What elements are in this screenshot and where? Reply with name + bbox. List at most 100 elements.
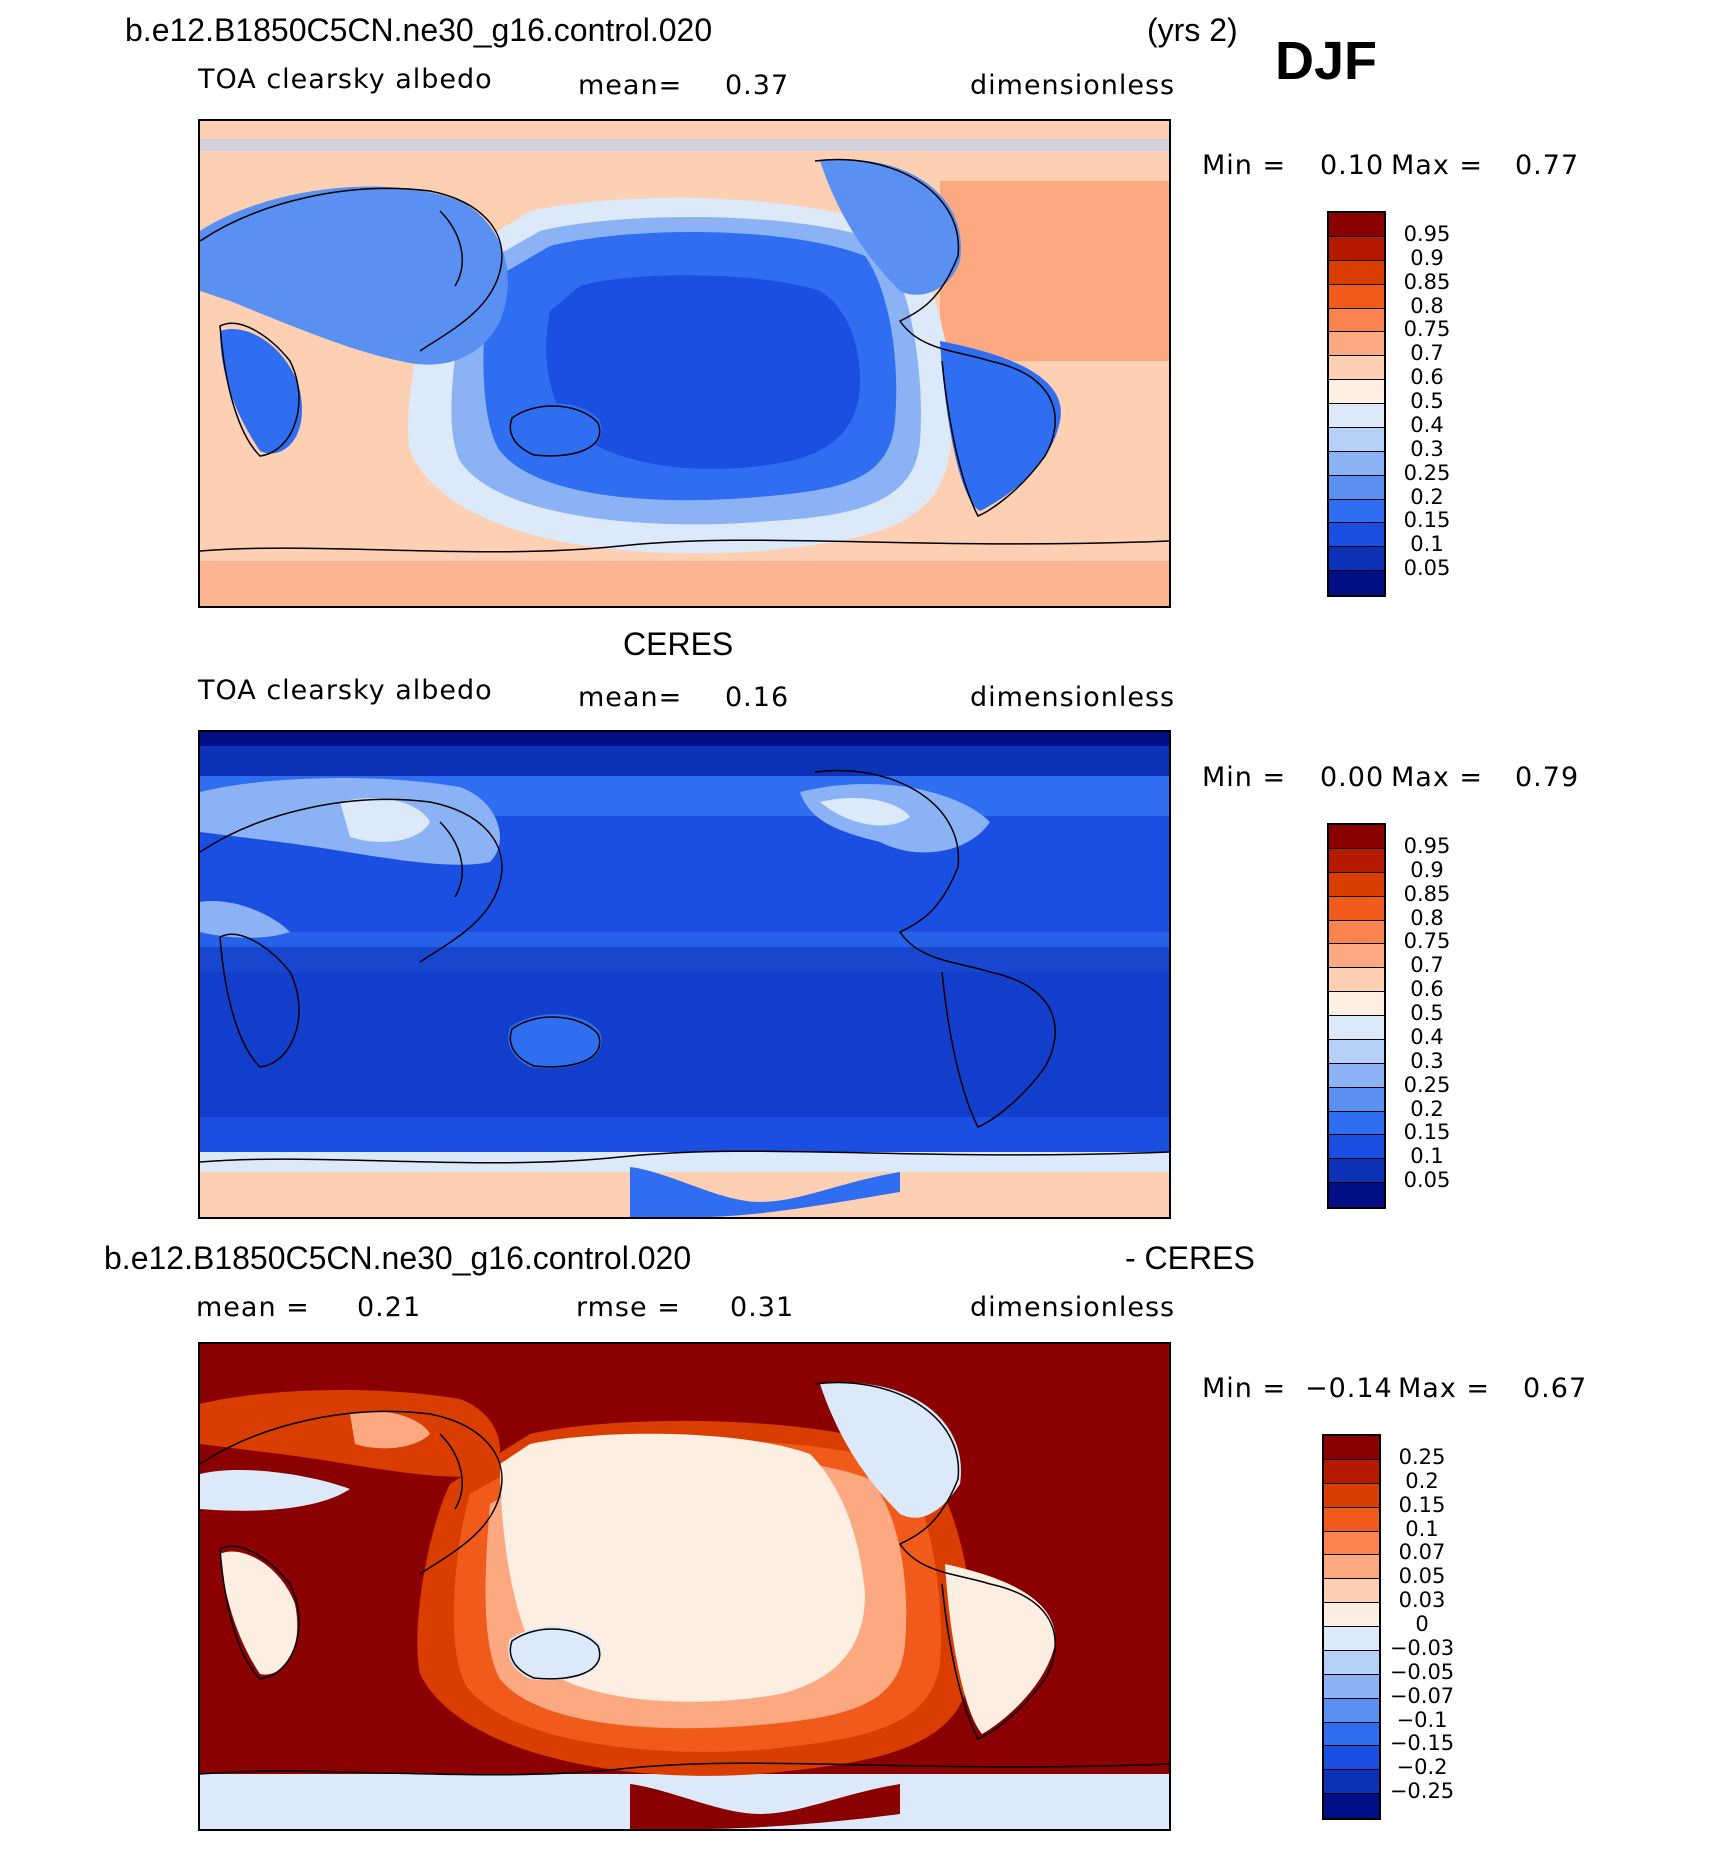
colorbar-swatch	[1329, 475, 1384, 500]
years-label: (yrs 2)	[1147, 12, 1238, 48]
colorbar-swatch	[1329, 848, 1384, 873]
colorbar-tick-label: 0.2	[1410, 1096, 1444, 1121]
colorbar-swatch	[1329, 1183, 1384, 1207]
panel1-min-label: Min =	[1202, 150, 1287, 181]
colorbar-swatch	[1324, 1555, 1379, 1580]
panel2-map-svg	[200, 732, 1169, 1217]
colorbar-swatch	[1329, 1063, 1384, 1088]
colorbar-tick-label: 0.7	[1410, 953, 1444, 978]
panel1-map-svg	[200, 121, 1169, 606]
colorbar-swatch	[1324, 1436, 1379, 1460]
colorbar-swatch	[1329, 427, 1384, 452]
colorbar-swatch	[1329, 920, 1384, 945]
panel3-map-svg	[200, 1344, 1169, 1829]
colorbar-swatch	[1329, 236, 1384, 261]
colorbar-swatch	[1329, 1039, 1384, 1064]
panel2-map	[198, 730, 1171, 1219]
panel3-rmse-label: rmse =	[576, 1292, 681, 1323]
colorbar-tick-label: 0.75	[1403, 929, 1451, 954]
colorbar-tick-label: −0.1	[1396, 1707, 1448, 1732]
panel2-mean-label: mean=	[578, 682, 683, 713]
colorbar-swatch	[1329, 992, 1384, 1016]
panel3-title-suffix: - CERES	[1125, 1240, 1255, 1276]
colorbar-swatch	[1324, 1579, 1379, 1604]
colorbar-tick-label: 0.03	[1398, 1588, 1446, 1613]
colorbar-swatch	[1324, 1627, 1379, 1651]
colorbar-tick-label: 0.2	[1410, 484, 1444, 509]
panel2-title: CERES	[623, 626, 734, 662]
colorbar-tick-label: −0.2	[1396, 1755, 1448, 1780]
panel1-max-label: Max =	[1391, 150, 1484, 181]
colorbar-swatch	[1329, 260, 1384, 285]
colorbar-tick-label: 0.5	[1410, 1001, 1444, 1025]
colorbar-tick-label: 0.25	[1403, 460, 1451, 485]
panel2-min-value: 0.00	[1320, 762, 1385, 793]
colorbar-swatch	[1324, 1531, 1379, 1556]
colorbar-tick-label: 0.5	[1410, 389, 1444, 413]
colorbar-tick-label: 0.4	[1410, 412, 1444, 437]
colorbar-tick-label: 0.7	[1410, 341, 1444, 366]
colorbar-swatch	[1324, 1507, 1379, 1532]
colorbar-tick-label: 0.3	[1410, 1048, 1444, 1073]
colorbar-swatch	[1324, 1794, 1379, 1818]
colorbar-tick-label: 0.05	[1403, 1168, 1451, 1193]
colorbar-swatch	[1329, 968, 1384, 993]
panel1-mean-label: mean=	[578, 70, 683, 101]
colorbar-swatch	[1329, 571, 1384, 595]
colorbar-swatch	[1329, 1135, 1384, 1160]
colorbar-tick-label: 0.4	[1410, 1024, 1444, 1049]
colorbar-swatch	[1329, 547, 1384, 572]
colorbar-tick-label: −0.05	[1389, 1659, 1455, 1684]
colorbar-swatch	[1329, 284, 1384, 309]
panel2-max-value: 0.79	[1515, 762, 1580, 793]
colorbar-swatch	[1329, 523, 1384, 548]
colorbar-swatch	[1324, 1770, 1379, 1795]
colorbar-swatch	[1324, 1459, 1379, 1484]
colorbar-tick-label: 0.1	[1410, 1144, 1444, 1169]
colorbar-swatch	[1324, 1603, 1379, 1627]
panel3-mean-label: mean =	[196, 1292, 310, 1323]
panel1-variable: TOA clearsky albedo	[198, 64, 493, 95]
colorbar-tick-label: 0.95	[1403, 221, 1451, 246]
colorbar-tick-label: 0.75	[1403, 317, 1451, 342]
panel1-colorbar	[1327, 211, 1386, 597]
panel3-map	[198, 1342, 1171, 1831]
colorbar-swatch	[1329, 380, 1384, 404]
colorbar-swatch	[1329, 896, 1384, 921]
colorbar-tick-label: 0.15	[1398, 1492, 1446, 1517]
panel3-colorbar	[1322, 1434, 1381, 1820]
colorbar-tick-label: 0.85	[1403, 269, 1451, 294]
panel3-mean-value: 0.21	[357, 1292, 422, 1323]
panel2-variable: TOA clearsky albedo	[198, 675, 493, 706]
colorbar-tick-label: 0.07	[1398, 1540, 1446, 1565]
colorbar-swatch	[1329, 1111, 1384, 1136]
panel1-mean-value: 0.37	[725, 70, 790, 101]
panel3-max-value: 0.67	[1523, 1373, 1588, 1404]
panel3-rmse-value: 0.31	[730, 1292, 795, 1323]
panel1-max-value: 0.77	[1515, 150, 1580, 181]
colorbar-tick-label: 0.3	[1410, 436, 1444, 461]
colorbar-swatch	[1329, 1159, 1384, 1184]
colorbar-tick-label: 0.2	[1405, 1468, 1439, 1493]
panel3-title: b.e12.B1850C5CN.ne30_g16.control.020	[104, 1240, 692, 1276]
panel2-colorbar	[1327, 823, 1386, 1209]
colorbar-tick-label: 0.6	[1410, 977, 1444, 1002]
colorbar-tick-label: 0.85	[1403, 881, 1451, 906]
colorbar-swatch	[1329, 308, 1384, 333]
colorbar-tick-label: 0.25	[1398, 1444, 1446, 1469]
panel1-units: dimensionless	[970, 70, 1176, 101]
colorbar-swatch	[1324, 1674, 1379, 1699]
colorbar-tick-label: −0.07	[1389, 1683, 1455, 1708]
panel3-min-label: Min =	[1202, 1373, 1287, 1404]
colorbar-swatch	[1329, 332, 1384, 357]
colorbar-tick-label: 0.8	[1410, 293, 1444, 318]
colorbar-tick-label: 0.1	[1405, 1516, 1439, 1541]
panel3-min-value: −0.14	[1305, 1373, 1393, 1404]
colorbar-tick-label: 0	[1415, 1612, 1429, 1636]
colorbar-swatch	[1324, 1722, 1379, 1747]
colorbar-swatch	[1329, 451, 1384, 476]
panel3-units: dimensionless	[970, 1292, 1176, 1323]
colorbar-tick-label: −0.25	[1389, 1779, 1455, 1804]
colorbar-tick-label: 0.05	[1403, 556, 1451, 581]
panel2-mean-value: 0.16	[725, 682, 790, 713]
